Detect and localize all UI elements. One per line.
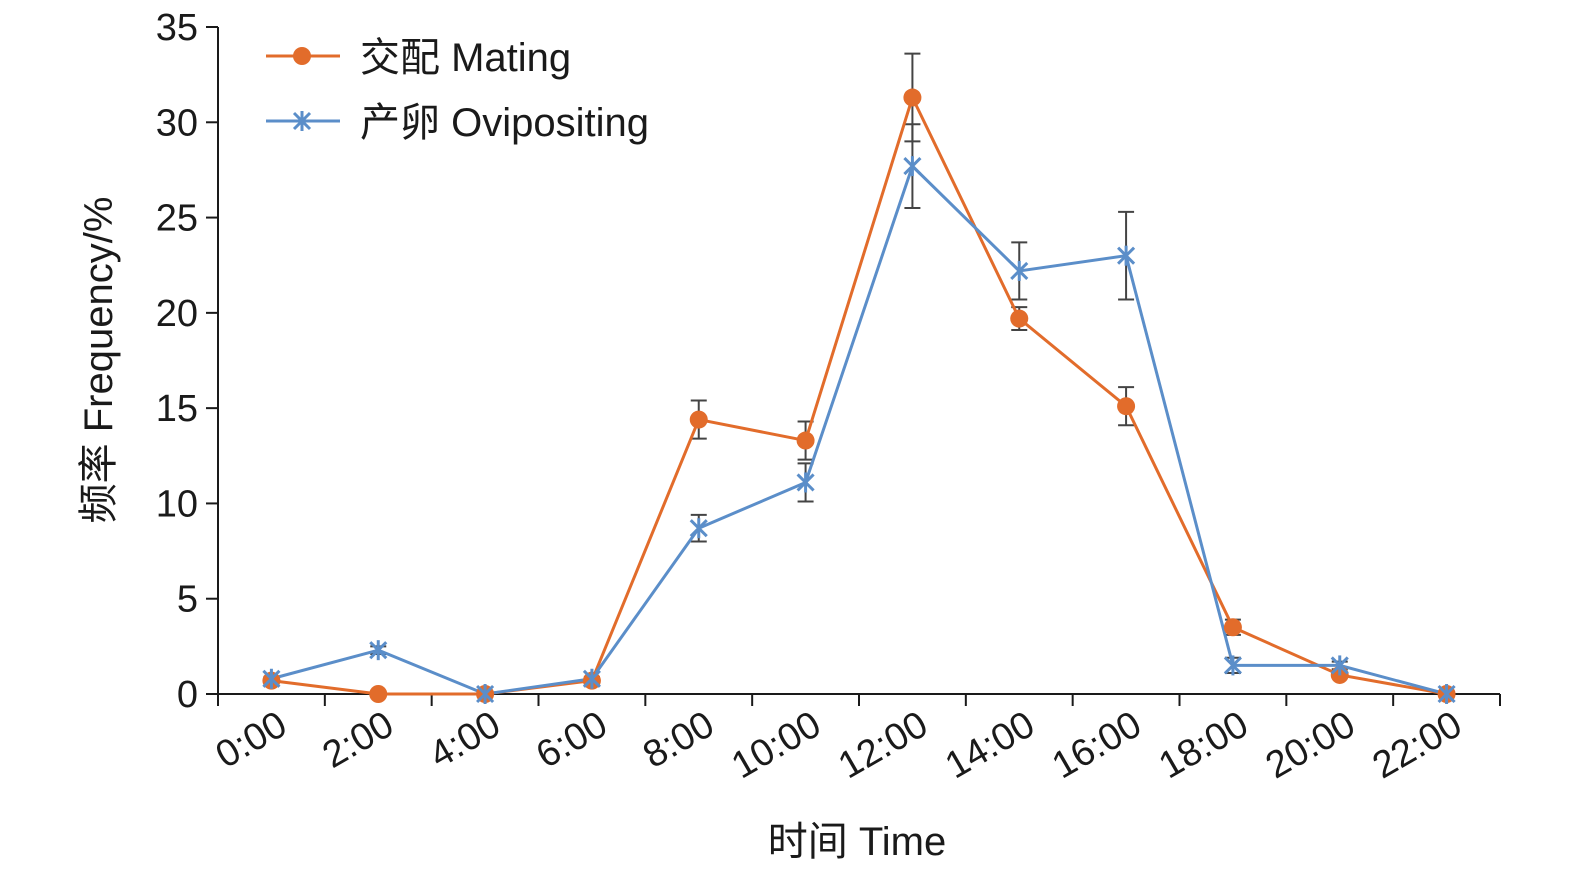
data-point-ovipositing [1010,260,1029,281]
data-point-ovipositing [1223,655,1242,676]
y-tick-label: 10 [156,483,198,525]
series-line-ovipositing [271,163,1447,696]
y-tick-label: 25 [156,198,198,240]
x-tick-label: 8:00 [636,703,721,776]
data-point-ovipositing [262,668,281,689]
x-tick-label: 14:00 [938,703,1041,787]
y-tick-label: 15 [156,388,198,430]
y-axis-title: 频率 Frequency/% [77,197,121,524]
data-point-ovipositing [582,668,601,689]
legend-label-mating: 交配 Mating [360,36,571,80]
y-tick-label: 20 [156,293,198,335]
legend-label-ovipositing: 产卵 Ovipositing [360,101,649,145]
legend-item-mating: 交配 Mating [266,36,571,80]
data-point-mating [796,431,815,450]
x-tick-label: 12:00 [832,703,935,787]
x-tick-label: 22:00 [1366,703,1469,787]
data-point-mating [689,410,708,429]
error-bars [263,52,1348,684]
data-point-mating [1117,397,1136,416]
data-point-ovipositing [476,684,495,704]
legend-marker-ovipositing [292,111,312,131]
series-markers [262,88,1456,704]
data-point-ovipositing [796,472,815,493]
x-tick-label: 20:00 [1259,703,1362,787]
x-tick-label: 2:00 [316,703,401,776]
data-point-mating [369,685,388,703]
data-point-ovipositing [1437,684,1456,704]
data-point-ovipositing [1117,245,1136,266]
x-tick-label: 6:00 [529,703,614,776]
x-tick-label: 0:00 [209,703,294,776]
y-tick-label: 30 [156,102,198,144]
data-point-mating [903,88,922,107]
x-tick-label: 10:00 [725,703,828,787]
x-tick-label: 16:00 [1045,703,1148,787]
data-point-ovipositing [369,640,388,661]
x-tick-label: 4:00 [423,703,508,776]
x-ticks: 0:00 2:00 4:00 6:00 8:00 10:00 12:00 14:00 16:00… [209,694,1501,787]
x-axis-title: 时间 Time [768,820,947,864]
series-lines [271,93,1447,696]
y-tick-label: 0 [177,674,198,716]
data-point-ovipositing [1330,655,1349,676]
y-tick-label: 5 [177,579,198,621]
data-point-mating [1010,309,1029,328]
legend: 交配 Mating 产卵 Ovipositing [266,36,649,145]
y-tick-label: 35 [156,7,198,49]
data-point-ovipositing [689,518,708,539]
x-tick-label: 18:00 [1152,703,1255,787]
data-point-mating [1223,618,1242,637]
data-point-ovipositing [903,156,922,177]
legend-item-ovipositing: 产卵 Ovipositing [266,101,649,145]
legend-marker-mating [293,47,311,65]
y-ticks: 0 5 10 15 20 25 30 35 [156,7,218,716]
series-line-mating [271,93,1447,696]
